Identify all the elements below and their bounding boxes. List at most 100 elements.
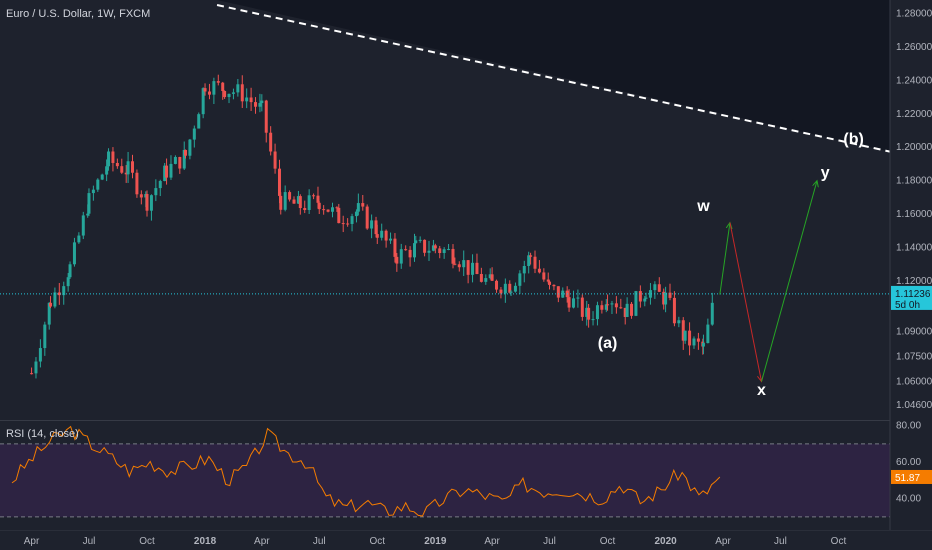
candle-body: [657, 284, 661, 292]
candle-body: [648, 290, 652, 298]
candle-body: [354, 211, 358, 217]
candle-body: [672, 297, 676, 324]
candle-body: [451, 248, 455, 264]
price-chart[interactable]: w (a) x y (b) 1.28000 1.26000 1.24000 1.22000 1.2…: [0, 0, 932, 420]
candle-body: [87, 193, 91, 214]
rsi-last-value: 51.87: [895, 473, 920, 484]
candle-body: [561, 290, 565, 298]
candle-body: [606, 304, 610, 306]
candle-body: [484, 278, 488, 282]
rsi-tick-label: 80.00: [896, 421, 921, 432]
candle-body: [240, 84, 244, 102]
candle-body: [107, 151, 111, 167]
candle-body: [365, 206, 369, 229]
candle-body: [395, 256, 399, 264]
bar-countdown: 5d 0h: [895, 300, 920, 311]
candle-body: [277, 168, 281, 196]
projection-arrow-down: [729, 222, 762, 382]
candle-body: [231, 92, 235, 94]
candle-body: [201, 88, 205, 115]
candle-body: [173, 157, 177, 164]
candle-body: [634, 291, 638, 316]
candle-body: [341, 223, 345, 225]
region-above-trendline: [217, 0, 891, 152]
candle-body: [630, 303, 634, 316]
candle-body: [643, 298, 647, 302]
candle-body: [188, 139, 192, 156]
candle-body: [66, 277, 70, 287]
rsi-value-tag: [891, 469, 932, 484]
candle-body: [692, 338, 696, 346]
wave-label: (a): [598, 335, 618, 352]
price-tick-label: 1.07500: [896, 351, 932, 362]
candle-body: [356, 203, 360, 212]
candle-body: [30, 373, 34, 375]
rsi-band: [0, 443, 890, 517]
candle-body: [145, 194, 149, 211]
candle-body: [269, 132, 273, 152]
time-tick-label: 2020: [654, 536, 677, 547]
candle-body: [625, 303, 629, 317]
candle-body: [499, 289, 503, 294]
candle-body: [288, 192, 292, 200]
candle-body: [442, 249, 446, 254]
dashed-trendline: [216, 4, 891, 153]
candle-body: [706, 324, 710, 344]
rsi-chart[interactable]: 80.00 60.00 40.00 51.87: [0, 420, 932, 530]
time-tick-label: Apr: [484, 536, 500, 547]
candle-body: [710, 302, 714, 325]
time-tick-label: Oct: [139, 536, 155, 547]
candle-body: [361, 203, 365, 207]
candle-body: [86, 213, 90, 216]
candle-body: [292, 199, 296, 204]
candle-body: [580, 297, 584, 317]
candle-body: [81, 215, 85, 236]
candle-body: [312, 195, 316, 197]
price-tick-label: 1.09000: [896, 326, 932, 337]
candle-body: [212, 81, 216, 95]
candle-body: [254, 102, 258, 107]
price-tick-label: 1.18000: [896, 176, 932, 187]
candle-body: [664, 292, 668, 305]
candle-body: [183, 149, 187, 156]
candle-body: [115, 162, 119, 167]
candle-body: [623, 307, 627, 317]
candle-body: [433, 245, 437, 249]
price-tick-label: 1.28000: [896, 8, 932, 19]
candle-body: [279, 195, 283, 210]
price-tick-label: 1.22000: [896, 109, 932, 120]
current-price-value: 1.11236: [895, 289, 931, 300]
time-tick-label: Jul: [83, 536, 96, 547]
candle-body: [503, 283, 507, 294]
candle-body: [681, 320, 685, 341]
candle-body: [249, 97, 253, 103]
candle-body: [431, 245, 435, 251]
candle-body: [135, 172, 139, 195]
candle-body: [100, 174, 104, 180]
candle-body: [384, 230, 388, 241]
time-axis[interactable]: Apr Jul Oct 2018 Apr Jul Oct 2019 Apr Jul Oct 2020 A…: [0, 530, 932, 550]
candle-body: [413, 243, 417, 258]
candle-body: [77, 235, 81, 243]
price-tick-label: 1.04600: [896, 400, 932, 411]
candle-body: [408, 249, 412, 258]
wave-label: w: [696, 198, 710, 215]
rsi-tick-label: 60.00: [896, 457, 921, 468]
candle-body: [542, 272, 546, 280]
candle-body: [124, 172, 128, 175]
candle-body: [619, 307, 623, 309]
candle-body: [34, 361, 38, 374]
price-tick-label: 1.16000: [896, 209, 932, 220]
candle-body: [600, 305, 604, 310]
candle-body: [149, 195, 153, 211]
candle-body: [587, 307, 591, 320]
candle-body: [571, 298, 575, 308]
candle-body: [53, 292, 57, 307]
price-tick-label: 1.24000: [896, 75, 932, 86]
time-tick-label: Apr: [715, 536, 731, 547]
price-tick-label: 1.06000: [896, 377, 932, 388]
candle-body: [317, 202, 321, 210]
candle-body: [91, 189, 95, 194]
current-price-tag: [891, 285, 932, 310]
